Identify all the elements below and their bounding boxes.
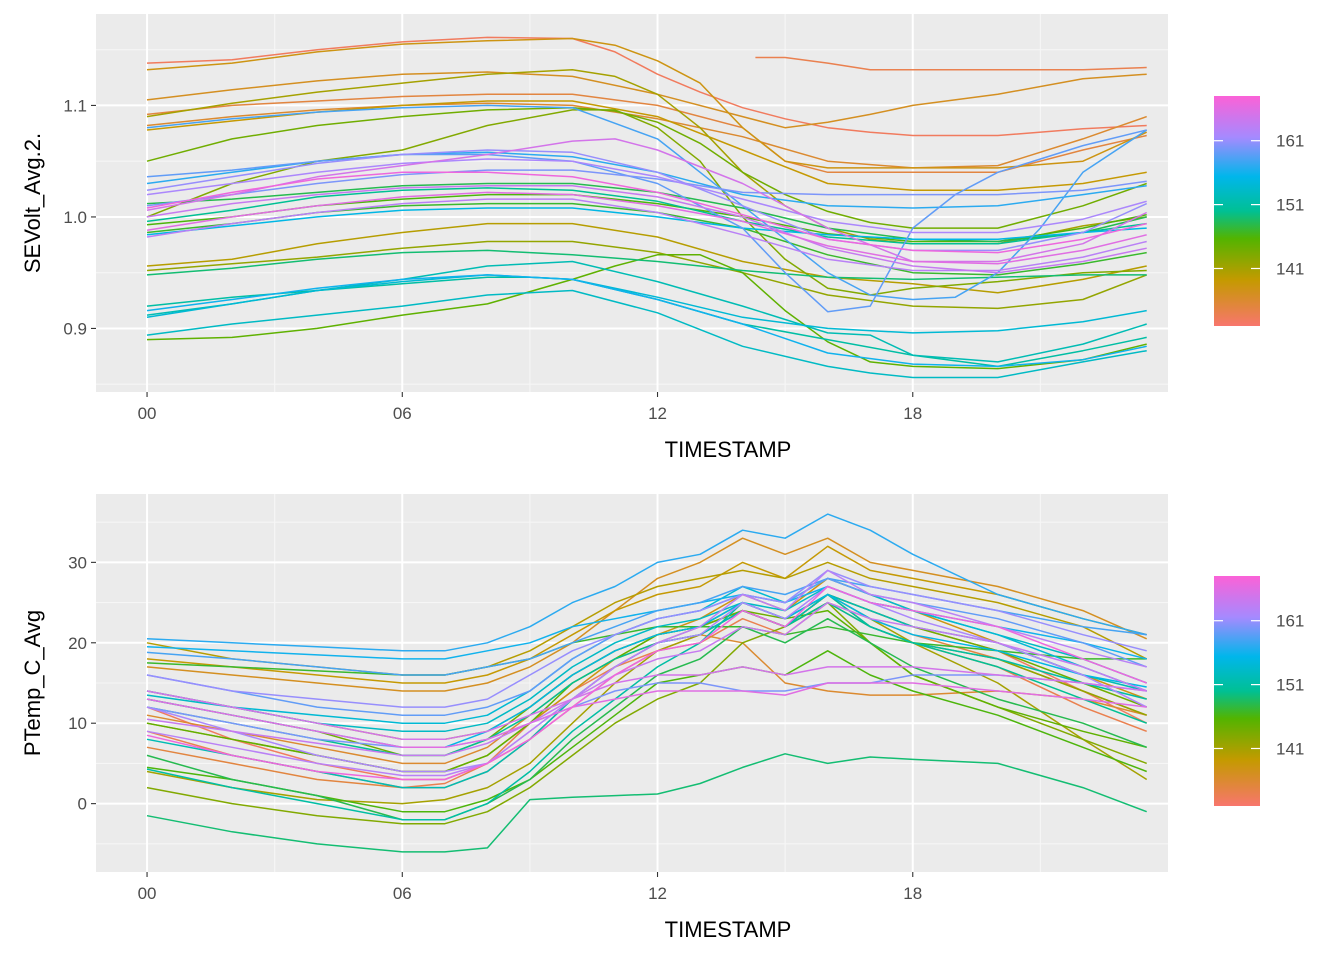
y-tick-label: 10 — [68, 714, 87, 733]
series-line-34 — [146, 682, 1147, 749]
y-tick-label: 0.9 — [63, 319, 87, 338]
series-line-33 — [146, 138, 1148, 263]
series-line-5 — [146, 71, 1147, 129]
series-line-10 — [146, 240, 1147, 310]
series-line-4 — [146, 102, 1147, 169]
colorbar-label: 161 — [1276, 132, 1304, 151]
series-line-31 — [146, 569, 1147, 777]
series-line-29 — [146, 149, 1148, 252]
x-tick-label: 18 — [903, 404, 922, 423]
series-line-11 — [146, 109, 1147, 296]
y-axis-title: PTemp_C_Avg — [20, 610, 45, 756]
colorbar-label: 151 — [1276, 196, 1304, 215]
x-tick-label: 00 — [138, 404, 157, 423]
colorbar-legend: 161 151 141 — [1214, 576, 1304, 806]
series-group — [146, 513, 1148, 853]
x-tick-label: 12 — [648, 884, 667, 903]
colorbar-label: 161 — [1276, 612, 1304, 631]
series-line-21 — [146, 289, 1147, 379]
y-tick-label: 30 — [68, 553, 87, 572]
x-tick-label: 00 — [138, 884, 157, 903]
x-axis-title: TIMESTAMP — [665, 437, 792, 462]
colorbar-label: 141 — [1276, 260, 1304, 279]
series-line-12 — [146, 106, 1147, 229]
series-line-5 — [146, 537, 1148, 692]
x-tick-label: 06 — [393, 884, 412, 903]
x-tick-label: 18 — [903, 884, 922, 903]
colorbar-legend: 161 151 141 — [1214, 96, 1304, 326]
panel-1: 00 06 12 18 0.9 1.0 1.1 TIMESTAMP SEVolt_Avg.2. 1… — [20, 14, 1304, 462]
x-tick-label: 12 — [648, 404, 667, 423]
y-axis-title: SEVolt_Avg.2. — [20, 133, 45, 273]
series-line-24 — [146, 274, 1147, 368]
series-line-30 — [146, 158, 1147, 234]
x-tick-label: 06 — [393, 404, 412, 423]
y-tick-label: 1.1 — [63, 96, 87, 115]
series-line-31 — [146, 198, 1147, 272]
panel-2: 00 06 12 18 0 10 20 30 TIMESTAMP PTemp_C_Avg 161 15… — [20, 494, 1304, 942]
series-line-23 — [146, 207, 1147, 240]
series-line-22 — [146, 274, 1147, 334]
series-line-34 — [146, 191, 1147, 265]
series-line-17 — [146, 249, 1147, 281]
colorbar-gradient — [1214, 576, 1260, 806]
series-line-19 — [146, 593, 1147, 821]
y-tick-label: 0 — [78, 795, 87, 814]
series-line-32 — [146, 184, 1147, 274]
series-line-1 — [146, 36, 1147, 137]
y-tick-label: 1.0 — [63, 208, 87, 227]
series-line-32 — [146, 601, 1147, 757]
colorbar-gradient — [1214, 96, 1260, 326]
series-line-2 — [755, 56, 1147, 71]
series-line-7 — [146, 545, 1147, 684]
series-line-28 — [146, 169, 1147, 207]
series-line-35 — [146, 171, 1147, 254]
series-line-25 — [146, 513, 1147, 652]
series-group — [146, 36, 1148, 379]
series-line-13 — [146, 254, 1147, 370]
colorbar-label: 151 — [1276, 676, 1304, 695]
series-line-35 — [146, 585, 1147, 781]
series-line-6 — [146, 37, 1148, 169]
x-axis-title: TIMESTAMP — [665, 917, 792, 942]
series-line-29 — [146, 569, 1147, 708]
y-tick-label: 20 — [68, 634, 87, 653]
series-line-18 — [146, 187, 1147, 245]
series-line-17 — [146, 753, 1147, 853]
series-line-33 — [146, 666, 1147, 741]
series-line-8 — [146, 222, 1147, 294]
series-line-26 — [146, 104, 1148, 301]
colorbar-label: 141 — [1276, 740, 1304, 759]
